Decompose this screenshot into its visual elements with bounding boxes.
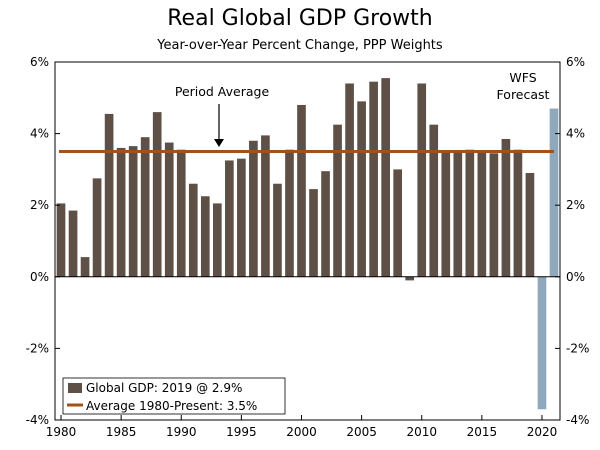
xtick-label: 1980 [46, 425, 77, 439]
gdp-bar-2009 [405, 276, 415, 281]
gdp-bar-2001 [309, 189, 318, 277]
gdp-bar-1980 [56, 203, 66, 277]
forecast-label-line1: WFS [509, 70, 536, 85]
legend-label-average: Average 1980-Present: 3.5% [86, 399, 257, 413]
gdp-bar-2008 [393, 169, 403, 277]
ytick-label-right: -2% [566, 341, 589, 355]
gdp-bar-2015 [477, 151, 487, 277]
ytick-label-left: 4% [30, 127, 49, 141]
period-average-label: Period Average [175, 84, 270, 99]
gdp-bar-2011 [429, 124, 439, 277]
ytick-label-left: 2% [30, 198, 49, 212]
gdp-bar-1992 [200, 196, 210, 277]
gdp-bar-1981 [68, 210, 78, 277]
ytick-label-right: -4% [566, 413, 589, 427]
gdp-bar-2017 [501, 138, 511, 277]
gdp-bar-1997 [261, 135, 270, 277]
gdp-bar-2014 [465, 149, 475, 277]
gdp-bar-1986 [128, 146, 138, 277]
gdp-bar-2000 [297, 104, 306, 277]
gdp-bar-1996 [249, 140, 258, 277]
xtick-label: 1995 [226, 425, 257, 439]
gdp-bar-2018 [513, 149, 523, 277]
xtick-label: 2010 [406, 425, 437, 439]
gdp-bar-1991 [188, 183, 198, 277]
ytick-label-left: -4% [26, 413, 49, 427]
ytick-label-right: 2% [566, 198, 585, 212]
ytick-label-right: 6% [566, 55, 585, 69]
forecast-bar-2020 [537, 276, 547, 410]
xtick-label: 2005 [346, 425, 377, 439]
gdp-bar-1987 [140, 137, 150, 277]
gdp-bar-1985 [116, 147, 126, 277]
gdp-bar-2003 [333, 124, 342, 277]
gdp-bar-1998 [273, 183, 282, 277]
bars-group [56, 78, 559, 410]
forecast-label-line2: Forecast [497, 87, 550, 102]
ytick-label-left: -2% [26, 341, 49, 355]
xtick-label: 1990 [166, 425, 197, 439]
gdp-bar-2016 [489, 153, 499, 277]
gdp-bar-1983 [92, 178, 102, 277]
gdp-bar-2010 [417, 83, 427, 277]
gdp-bar-1993 [212, 203, 222, 277]
xtick-label: 2000 [286, 425, 317, 439]
gdp-bar-1989 [164, 142, 174, 277]
chart-subtitle: Year-over-Year Percent Change, PPP Weigh… [157, 38, 443, 53]
plot-frame [54, 61, 561, 421]
gdp-bar-2004 [345, 83, 354, 277]
gdp-bar-2012 [441, 151, 451, 277]
gdp-bar-1982 [80, 257, 90, 277]
gdp-bar-1984 [104, 113, 114, 277]
gdp-bar-2007 [381, 78, 390, 277]
ytick-label-right: 0% [566, 270, 585, 284]
gdp-bar-1988 [152, 112, 162, 277]
gdp-bar-1999 [285, 149, 294, 277]
ytick-label-left: 0% [30, 270, 49, 284]
legend-label-gdp: Global GDP: 2019 @ 2.9% [86, 381, 242, 395]
gdp-bar-1994 [225, 160, 234, 277]
gdp-bar-2002 [321, 171, 330, 277]
gdp-bar-2006 [369, 81, 378, 277]
ytick-label-right: 4% [566, 127, 585, 141]
chart-title: Real Global GDP Growth [167, 6, 433, 31]
legend: Global GDP: 2019 @ 2.9% Average 1980-Pre… [62, 377, 286, 415]
forecast-bar-2021 [549, 108, 559, 277]
gdp-bar-2013 [453, 151, 463, 277]
xtick-label: 2020 [527, 425, 558, 439]
xtick-label: 2015 [467, 425, 498, 439]
gdp-bar-1995 [237, 158, 246, 277]
gdp-bar-2005 [357, 101, 366, 277]
legend-box [62, 377, 286, 415]
ytick-label-left: 6% [30, 55, 49, 69]
gdp-bar-2019 [525, 172, 535, 277]
gdp-bar-1990 [176, 149, 186, 277]
legend-swatch-gdp [68, 383, 82, 393]
period-average-arrowhead [214, 139, 224, 147]
axes-group: -4% -4% -2% -2% 0% 0% 2% 2% 4% 4% 6% 6% 1980 1985 1990… [26, 55, 590, 439]
xtick-label: 1985 [106, 425, 137, 439]
